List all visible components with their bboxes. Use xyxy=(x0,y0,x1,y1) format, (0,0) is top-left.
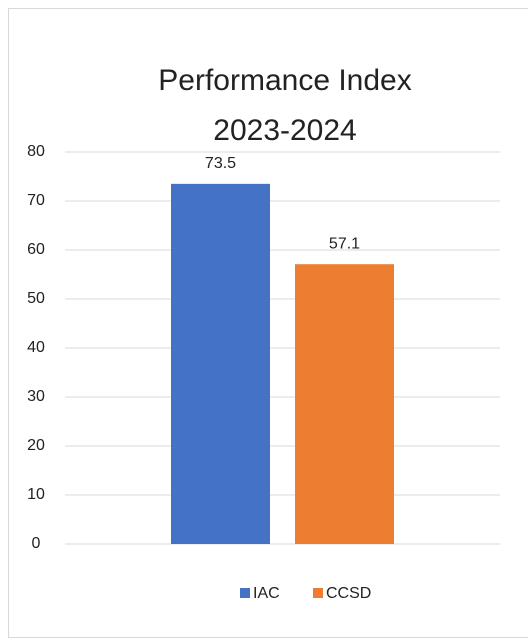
y-tick-label: 70 xyxy=(27,192,45,209)
legend-swatch xyxy=(313,588,323,598)
chart-title: Performance Index 2023-2024 xyxy=(158,64,412,147)
data-label: 57.1 xyxy=(329,235,360,252)
data-label: 73.5 xyxy=(205,155,236,172)
y-tick-label: 80 xyxy=(27,143,45,160)
legend-label: IAC xyxy=(253,585,280,602)
y-tick-label: 60 xyxy=(27,241,45,258)
y-tick-label: 0 xyxy=(32,535,41,552)
y-tick-label: 50 xyxy=(27,290,45,307)
legend-label: CCSD xyxy=(326,585,371,602)
y-tick-label: 20 xyxy=(27,437,45,454)
y-tick-label: 40 xyxy=(27,339,45,356)
bar xyxy=(295,264,394,544)
y-tick-label: 30 xyxy=(27,388,45,405)
legend-swatch xyxy=(240,588,250,598)
bar xyxy=(171,183,270,544)
y-tick-label: 10 xyxy=(27,486,45,503)
